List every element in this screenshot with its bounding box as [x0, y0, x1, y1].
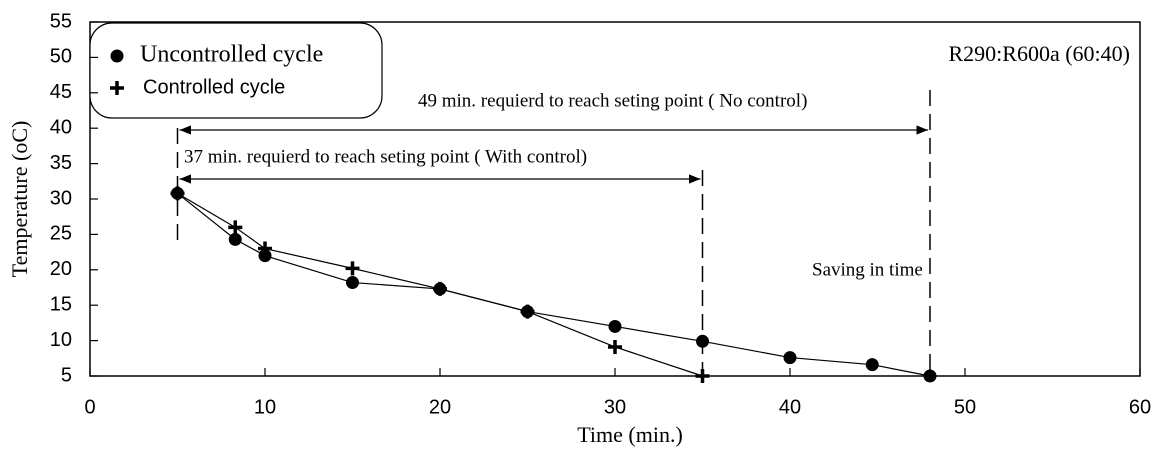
- data-point: [228, 232, 242, 246]
- y-tick-label: 5: [61, 364, 72, 386]
- data-point: [228, 220, 243, 235]
- y-tick-label: 55: [50, 10, 72, 32]
- data-point: [923, 369, 937, 383]
- y-tick-label: 15: [50, 293, 72, 315]
- y-tick-label: 35: [50, 152, 72, 174]
- legend-marker: [110, 49, 124, 63]
- y-tick-label: 40: [50, 116, 72, 138]
- annotation: R290:R600a (60:40): [949, 41, 1131, 66]
- data-point: [345, 261, 360, 276]
- data-point: [696, 334, 709, 348]
- y-axis-title: Temperature (oC): [7, 121, 32, 278]
- x-tick-label: 0: [84, 396, 95, 418]
- y-tick-label: 10: [50, 329, 72, 351]
- data-point: [170, 186, 185, 201]
- annotation: 49 min. requierd to reach seting point (…: [418, 90, 807, 111]
- x-tick-label: 50: [954, 396, 976, 418]
- data-point: [695, 369, 710, 383]
- y-tick-label: 25: [50, 223, 72, 245]
- data-point: [258, 241, 272, 256]
- x-tick-label: 60: [1129, 396, 1151, 418]
- legend-box: [89, 22, 383, 119]
- x-tick-label: 40: [779, 396, 801, 418]
- data-point: [433, 281, 447, 296]
- data-point: [608, 339, 622, 354]
- y-tick-label: 30: [50, 187, 72, 209]
- legend-marker: [110, 81, 124, 95]
- series-line: [177, 192, 931, 377]
- data-point: [865, 358, 879, 372]
- data-point: [783, 351, 797, 365]
- x-tick-label: 10: [254, 396, 276, 418]
- data-point: [608, 319, 622, 333]
- legend-label: Controlled cycle: [143, 76, 285, 98]
- annotation: 37 min. requierd to reach seting point (…: [184, 146, 587, 167]
- legend-label: Uncontrolled cycle: [140, 42, 323, 68]
- y-tick-label: 20: [50, 258, 72, 280]
- annotation: Saving in time: [812, 259, 923, 280]
- x-tick-label: 30: [604, 396, 626, 418]
- y-tick-label: 45: [50, 81, 72, 103]
- data-point: [520, 304, 535, 319]
- series-line: [177, 192, 703, 377]
- data-point: [346, 276, 359, 290]
- x-axis-title: Time (min.): [577, 422, 683, 447]
- y-tick-label: 50: [50, 46, 72, 68]
- x-tick-label: 20: [429, 396, 451, 418]
- data-point: [258, 249, 272, 263]
